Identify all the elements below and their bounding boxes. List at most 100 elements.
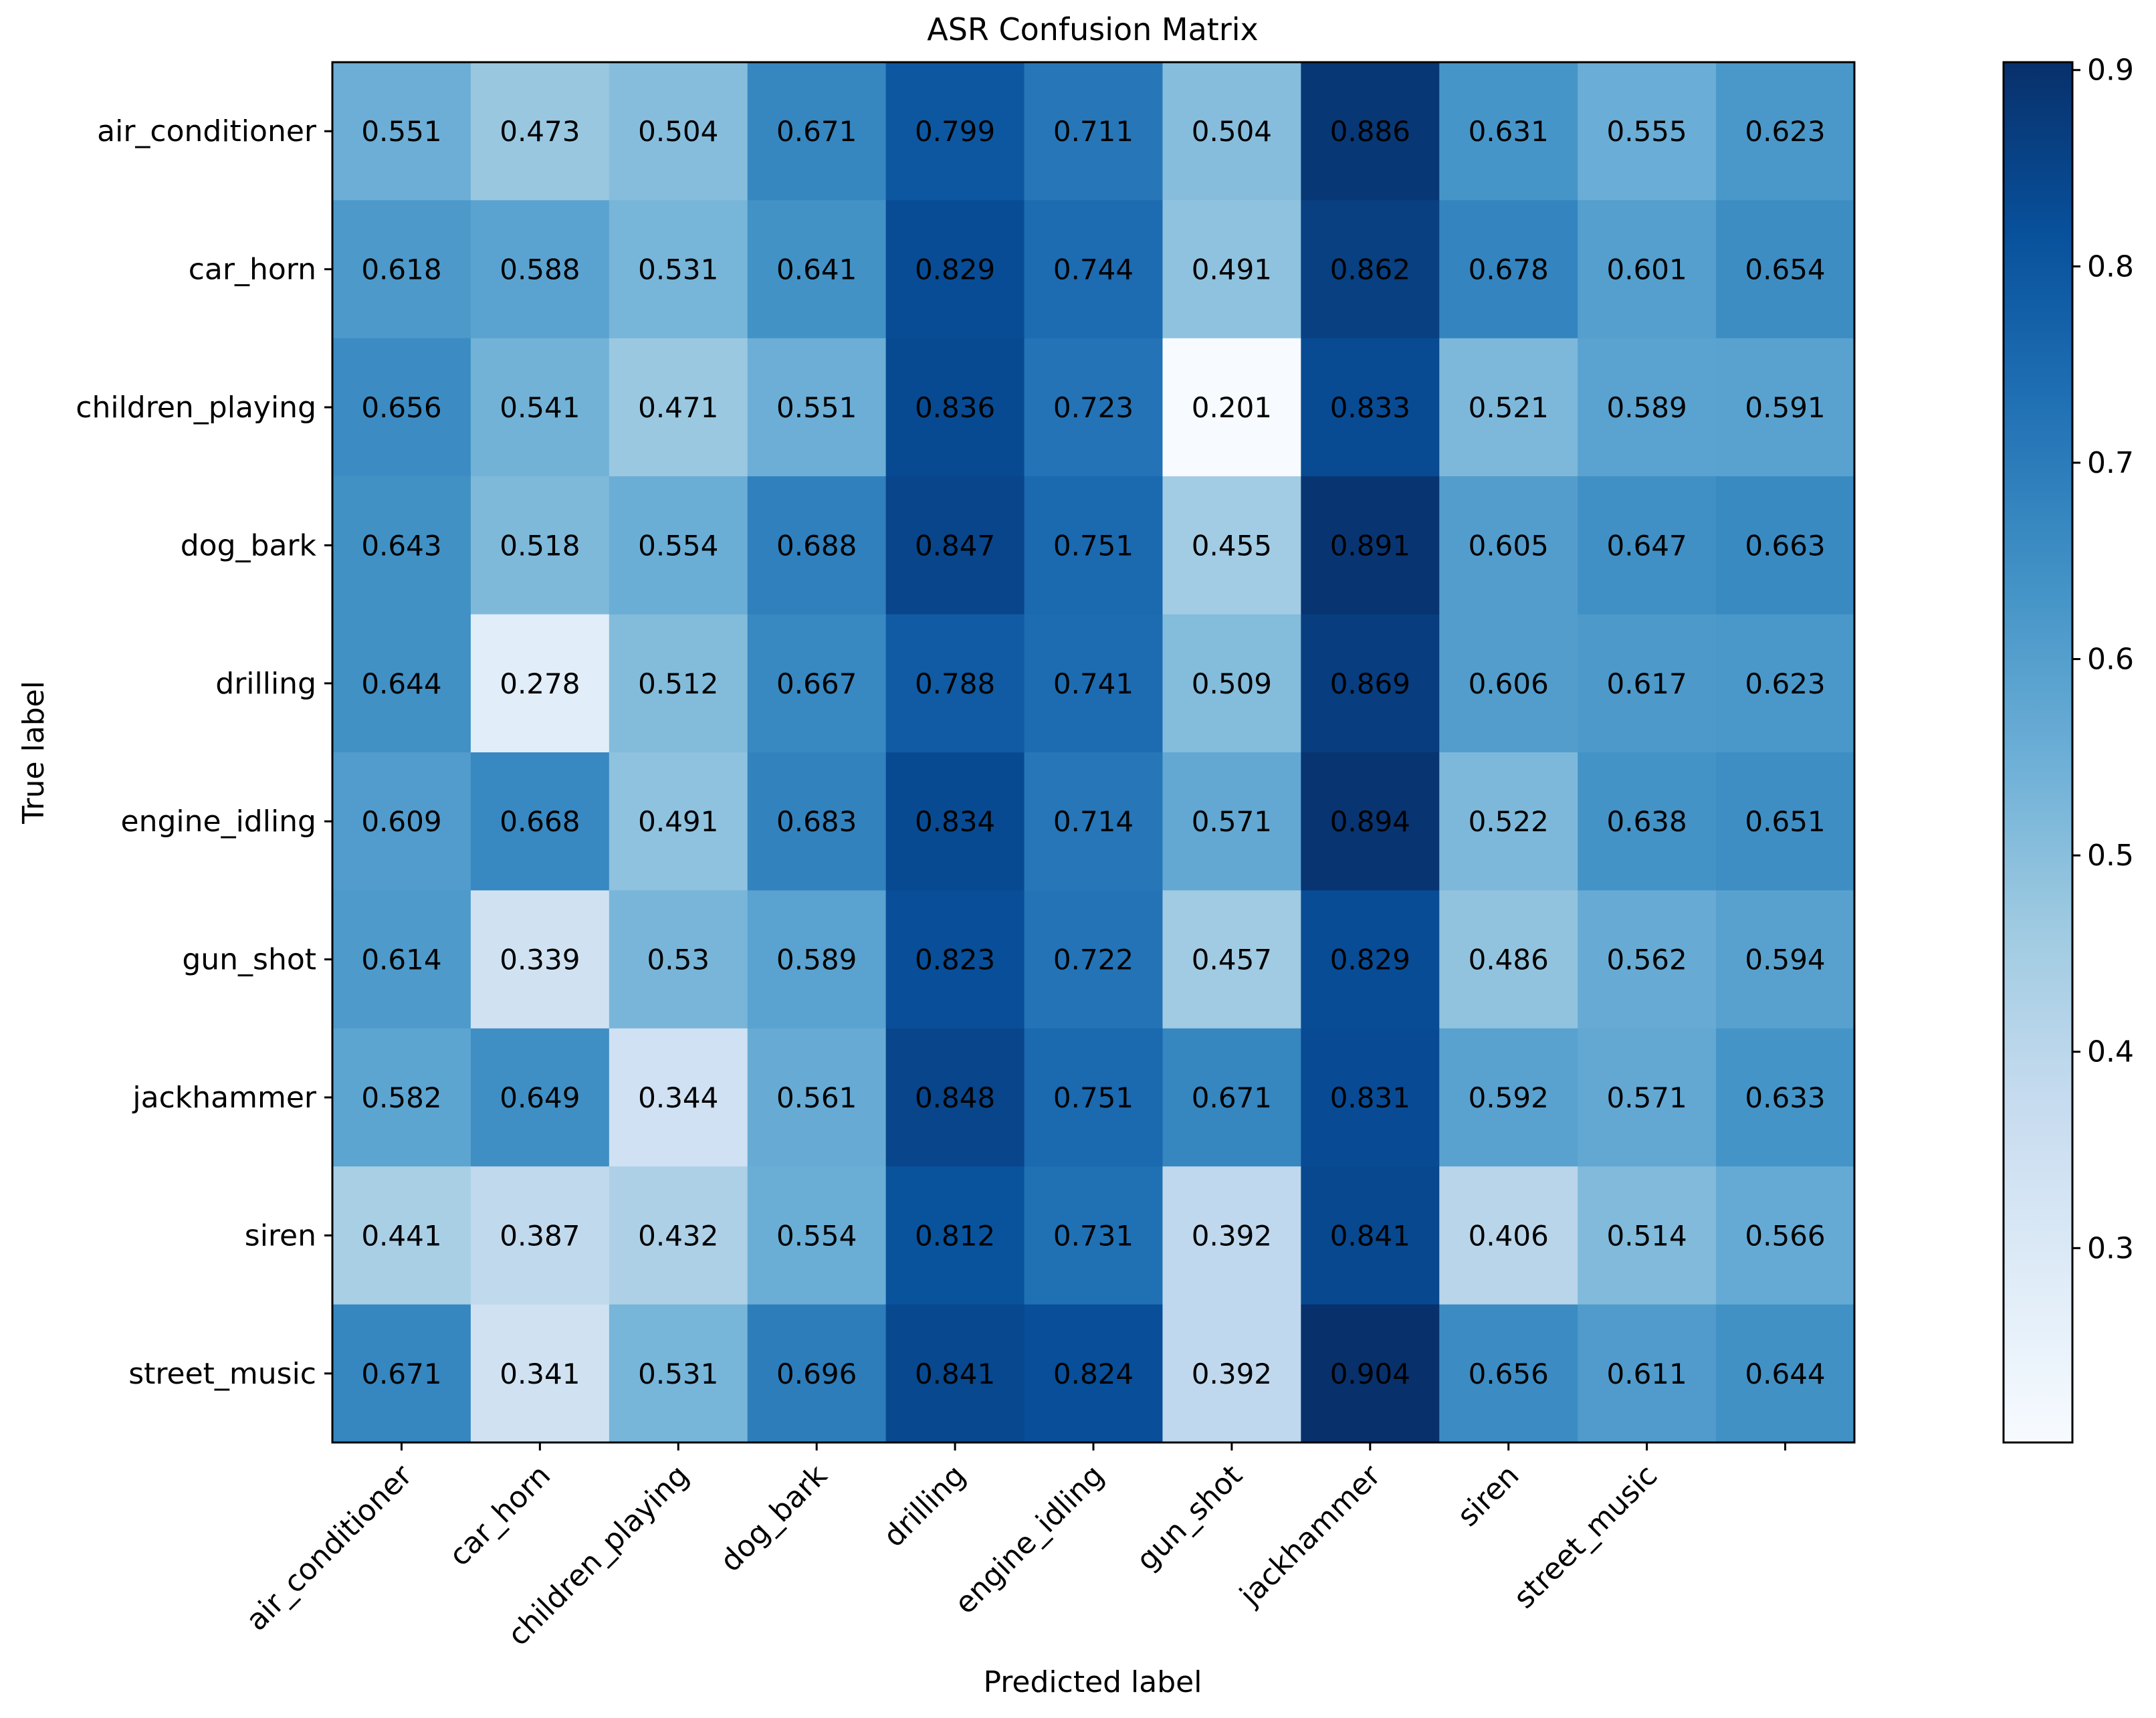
- x-tick-label: gun_shot: [1130, 1459, 1249, 1578]
- x-tick-label: siren: [1451, 1459, 1526, 1533]
- cell-value-label: 0.512: [638, 667, 718, 700]
- cell-value-label: 0.623: [1745, 667, 1825, 700]
- colorbar-tick-label: 0.4: [2087, 1035, 2134, 1069]
- heatmap-cell: [332, 338, 471, 477]
- chart-title: ASR Confusion Matrix: [927, 11, 1259, 47]
- heatmap-cell: [609, 1304, 748, 1443]
- heatmap-cell: [885, 752, 1025, 891]
- heatmap-cell: [1578, 1304, 1717, 1443]
- heatmap-cell: [747, 200, 887, 339]
- cell-value-label: 0.521: [1469, 391, 1549, 424]
- cell-value-label: 0.631: [1469, 115, 1549, 148]
- cell-value-label: 0.683: [776, 805, 857, 838]
- heatmap-cell: [609, 890, 748, 1029]
- heatmap-cell: [1716, 1028, 1855, 1167]
- heatmap-cell: [609, 200, 748, 339]
- heatmap-cell: [332, 890, 471, 1029]
- heatmap-cell: [1716, 200, 1855, 339]
- cell-value-label: 0.643: [361, 529, 441, 562]
- heatmap-cell: [1301, 476, 1440, 615]
- heatmap-cell: [1301, 1304, 1440, 1443]
- cell-value-label: 0.201: [1192, 391, 1272, 424]
- x-tick-label: engine_idling: [948, 1459, 1111, 1621]
- colorbar-tick-label: 0.3: [2087, 1231, 2134, 1265]
- heatmap-cell: [885, 1028, 1025, 1167]
- cell-value-label: 0.741: [1053, 667, 1134, 700]
- x-tick-label: car_horn: [443, 1459, 557, 1573]
- heatmap-cell: [1301, 890, 1440, 1029]
- cell-value-label: 0.561: [776, 1081, 857, 1114]
- cell-value-label: 0.711: [1053, 115, 1134, 148]
- heatmap-cell: [1024, 752, 1164, 891]
- cell-value-label: 0.834: [915, 805, 995, 838]
- cell-value-label: 0.606: [1469, 667, 1549, 700]
- heatmap-cell: [1716, 890, 1855, 1029]
- colorbar: [2002, 61, 2074, 1444]
- heatmap-cell: [1024, 338, 1164, 477]
- cell-value-label: 0.678: [1469, 253, 1549, 286]
- heatmap-cell: [747, 1028, 887, 1167]
- cell-value-label: 0.605: [1469, 529, 1549, 562]
- heatmap-cell: [1162, 200, 1301, 339]
- heatmap-cell: [470, 614, 610, 753]
- cell-value-label: 0.341: [500, 1358, 580, 1390]
- cell-value-label: 0.514: [1607, 1219, 1687, 1252]
- heatmap-cell: [885, 890, 1025, 1029]
- cell-value-label: 0.491: [638, 805, 718, 838]
- heatmap-cell: [1578, 338, 1717, 477]
- heatmap-cell: [332, 1028, 471, 1167]
- cell-value-label: 0.589: [776, 944, 857, 976]
- cell-value-label: 0.829: [915, 253, 995, 286]
- y-tick-label: street_music: [128, 1357, 316, 1391]
- cell-value-label: 0.638: [1607, 805, 1687, 838]
- heatmap-cell: [1439, 890, 1578, 1029]
- cell-value-label: 0.904: [1330, 1358, 1410, 1390]
- heatmap-cell: [747, 1304, 887, 1443]
- cell-value-label: 0.744: [1053, 253, 1134, 286]
- cell-value-label: 0.457: [1192, 944, 1272, 976]
- cell-value-label: 0.555: [1607, 115, 1687, 148]
- heatmap-cell: [1162, 1028, 1301, 1167]
- colorbar-tick-label: 0.9: [2087, 53, 2134, 88]
- cell-value-label: 0.566: [1745, 1219, 1825, 1252]
- heatmap-cell: [1162, 1304, 1301, 1443]
- heatmap-cell: [332, 1304, 471, 1443]
- heatmap-cell: [1162, 338, 1301, 477]
- colorbar-tick-label: 0.6: [2087, 643, 2134, 677]
- heatmap-cell: [609, 1166, 748, 1305]
- x-tick-label: air_conditioner: [239, 1458, 419, 1638]
- heatmap-cell: [332, 752, 471, 891]
- heatmap-cell: [1716, 614, 1855, 753]
- cell-value-label: 0.387: [500, 1219, 580, 1252]
- heatmap-cell: [470, 1166, 610, 1305]
- heatmap-cell: [1439, 62, 1578, 201]
- heatmap-cells: [332, 62, 1855, 1443]
- cell-value-label: 0.667: [776, 667, 857, 700]
- heatmap-cell: [1716, 338, 1855, 477]
- heatmap-cell: [332, 1166, 471, 1305]
- cell-value-label: 0.644: [1745, 1358, 1825, 1390]
- heatmap-cell: [609, 62, 748, 201]
- cell-value-label: 0.633: [1745, 1081, 1825, 1114]
- heatmap-cell: [1716, 752, 1855, 891]
- cell-value-label: 0.751: [1053, 529, 1134, 562]
- cell-value-label: 0.848: [915, 1081, 995, 1114]
- heatmap-cell: [470, 752, 610, 891]
- heatmap-cell: [885, 476, 1025, 615]
- cell-value-label: 0.833: [1330, 391, 1410, 424]
- cell-value-label: 0.432: [638, 1219, 718, 1252]
- heatmap-cell: [1024, 1304, 1164, 1443]
- cell-value-label: 0.518: [500, 529, 580, 562]
- cell-value-label: 0.869: [1330, 667, 1410, 700]
- cell-value-label: 0.688: [776, 529, 857, 562]
- heatmap-cell: [1716, 476, 1855, 615]
- cell-value-label: 0.651: [1745, 805, 1825, 838]
- heatmap-cell: [332, 476, 471, 615]
- heatmap-cell: [609, 476, 748, 615]
- heatmap-cell: [1162, 614, 1301, 753]
- cell-value-label: 0.799: [915, 115, 995, 148]
- heatmap-cell: [885, 1304, 1025, 1443]
- heatmap-cell: [1716, 62, 1855, 201]
